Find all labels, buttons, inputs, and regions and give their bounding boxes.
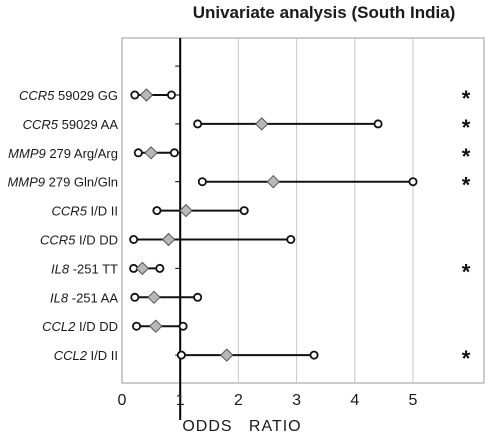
x-tick-label: 0 <box>118 392 127 409</box>
forest-row: CCR5 I/D DD <box>40 232 296 248</box>
row-label-gene: IL8 <box>51 261 70 276</box>
forest-row: CCL2 I/D II * <box>54 346 471 371</box>
row-label-variant: -251 AA <box>68 290 118 305</box>
ci-upper-point <box>373 119 383 129</box>
ci-upper-point <box>239 206 249 216</box>
row-label-gene: MMP9 <box>7 175 45 190</box>
ci-lower-point <box>152 206 162 216</box>
ci-upper-point <box>193 292 203 302</box>
significance-marker: * <box>462 259 471 284</box>
significance-marker: * <box>462 115 471 140</box>
odds-ratio-marker <box>147 290 161 305</box>
row-label-gene: CCL2 <box>54 348 88 363</box>
ci-lower-point <box>132 321 142 331</box>
significance-marker: * <box>462 346 471 371</box>
forest-row: CCR5 59029 GG * <box>19 86 471 111</box>
ci-upper-point <box>169 148 179 158</box>
x-tick-label: 4 <box>350 392 359 409</box>
ci-lower-point <box>129 234 139 244</box>
row-label-variant: 279 Arg/Arg <box>46 146 118 161</box>
odds-ratio-marker <box>135 261 150 276</box>
forest-row: MMP9 279 Arg/Arg * <box>8 144 471 169</box>
x-tick-label: 2 <box>234 392 243 409</box>
odds-ratio-marker <box>266 174 281 189</box>
ci-upper-point <box>408 177 418 187</box>
ci-upper-point <box>155 263 165 273</box>
forest-row: CCL2 I/D DD <box>42 319 188 334</box>
row-label-variant: I/D II <box>87 348 118 363</box>
row-label: CCL2 I/D DD <box>42 319 118 334</box>
ci-upper-point <box>166 90 176 100</box>
ci-lower-point <box>176 350 186 360</box>
odds-ratio-marker <box>179 203 193 218</box>
forest-row: MMP9 279 Gln/Gln * <box>7 173 470 198</box>
row-label-gene: CCR5 <box>40 233 76 248</box>
significance-marker: * <box>462 173 471 198</box>
row-label-variant: 279 Gln/Gln <box>45 175 118 190</box>
row-label: CCR5 59029 GG <box>19 88 118 103</box>
x-tick-label: 3 <box>292 392 301 409</box>
plot-frame <box>121 37 485 384</box>
chart-title: Univariate analysis (South India) <box>193 3 456 22</box>
x-axis-title: ODDS RATIO <box>182 418 301 435</box>
significance-marker: * <box>462 86 471 111</box>
row-label: CCL2 I/D II <box>54 348 118 363</box>
forest-row: IL8 -251 AA <box>50 290 203 305</box>
row-label: IL8 -251 TT <box>51 261 118 276</box>
forest-row: CCR5 I/D II <box>52 203 249 219</box>
odds-ratio-marker <box>139 88 154 102</box>
row-label-gene: CCR5 <box>23 117 59 132</box>
row-label-gene: CCL2 <box>42 319 76 334</box>
ci-lower-point <box>193 119 203 129</box>
significance-marker: * <box>462 144 471 169</box>
row-label: CCR5 I/D II <box>52 204 118 219</box>
row-label: CCR5 I/D DD <box>40 233 118 248</box>
row-label-gene: CCR5 <box>19 88 55 103</box>
x-axis-ticks: 0 1 2 3 4 5 <box>118 392 418 409</box>
odds-ratio-marker <box>254 117 269 131</box>
row-label-variant: I/D DD <box>75 233 118 248</box>
row-label: MMP9 279 Gln/Gln <box>7 175 118 190</box>
odds-ratio-marker <box>161 232 176 247</box>
odds-ratio-marker <box>149 319 163 333</box>
ci-lower-point <box>130 292 140 302</box>
gridlines <box>237 38 414 383</box>
forest-rows: CCR5 59029 GG *CCR5 59029 AA *MMP9 279 Arg… <box>7 65 471 371</box>
row-label-gene: CCR5 <box>52 204 88 219</box>
ci-lower-point <box>197 177 207 187</box>
row-label-variant: I/D DD <box>75 319 118 334</box>
ci-upper-point <box>309 350 319 360</box>
row-label-variant: -251 TT <box>69 261 118 276</box>
forest-row: CCR5 59029 AA * <box>23 115 471 140</box>
row-label-gene: IL8 <box>50 290 69 305</box>
odds-ratio-marker <box>220 348 234 362</box>
row-label-variant: 59029 AA <box>58 117 118 132</box>
row-label: CCR5 59029 AA <box>23 117 119 132</box>
ci-upper-point <box>286 234 296 244</box>
odds-ratio-marker <box>144 146 158 160</box>
row-label-gene: MMP9 <box>8 146 46 161</box>
row-label-variant: 59029 GG <box>54 88 118 103</box>
row-label: IL8 -251 AA <box>50 290 118 305</box>
row-label-variant: I/D II <box>87 204 118 219</box>
ci-lower-point <box>133 148 143 158</box>
x-tick-label: 1 <box>176 392 185 409</box>
ci-lower-point <box>130 90 140 100</box>
x-tick-label: 5 <box>409 392 418 409</box>
row-label: MMP9 279 Arg/Arg <box>8 146 118 161</box>
forest-row: IL8 -251 TT * <box>51 259 471 284</box>
ci-upper-point <box>178 321 188 331</box>
